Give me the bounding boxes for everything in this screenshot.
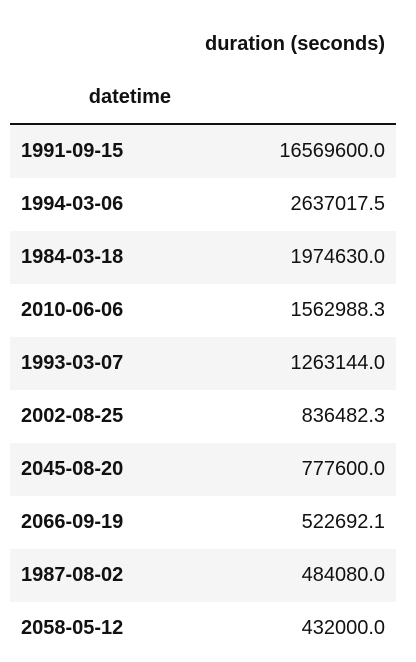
column-header-row: duration (seconds) (10, 18, 396, 71)
row-index-datetime: 1987-08-02 (10, 549, 182, 602)
table-row: 2002-08-25 836482.3 (10, 390, 396, 443)
cell-duration: 777600.0 (182, 443, 396, 496)
cell-duration: 836482.3 (182, 390, 396, 443)
blank-header-cell (182, 71, 396, 125)
index-name-header: datetime (10, 71, 182, 125)
table-row: 2010-06-06 1562988.3 (10, 284, 396, 337)
column-header-duration: duration (seconds) (204, 33, 385, 55)
table-row: 1991-09-15 16569600.0 (10, 124, 396, 178)
cell-duration: 1562988.3 (182, 284, 396, 337)
cell-duration: 1974630.0 (182, 231, 396, 284)
index-name-row: datetime (10, 71, 396, 125)
cell-duration: 432000.0 (182, 602, 396, 655)
table-row: 1987-08-02 484080.0 (10, 549, 396, 602)
table-row: 1994-03-06 2637017.5 (10, 178, 396, 231)
row-index-datetime: 1994-03-06 (10, 178, 182, 231)
blank-header-cell (10, 18, 182, 71)
table-row: 1984-03-18 1974630.0 (10, 231, 396, 284)
cell-duration: 1263144.0 (182, 337, 396, 390)
row-index-datetime: 1984-03-18 (10, 231, 182, 284)
row-index-datetime: 2066-09-19 (10, 496, 182, 549)
dataframe-table: duration (seconds) datetime 1991-09-15 1… (10, 18, 396, 655)
cell-duration: 484080.0 (182, 549, 396, 602)
table-row: 2058-05-12 432000.0 (10, 602, 396, 655)
table-row: 1993-03-07 1263144.0 (10, 337, 396, 390)
dataframe-output: duration (seconds) datetime 1991-09-15 1… (10, 18, 396, 655)
row-index-datetime: 2002-08-25 (10, 390, 182, 443)
row-index-datetime: 1993-03-07 (10, 337, 182, 390)
row-index-datetime: 2045-08-20 (10, 443, 182, 496)
cell-duration: 16569600.0 (182, 124, 396, 178)
table-row: 2066-09-19 522692.1 (10, 496, 396, 549)
cell-duration: 2637017.5 (182, 178, 396, 231)
table-row: 2045-08-20 777600.0 (10, 443, 396, 496)
cell-duration: 522692.1 (182, 496, 396, 549)
table-body: 1991-09-15 16569600.0 1994-03-06 2637017… (10, 124, 396, 655)
row-index-datetime: 1991-09-15 (10, 124, 182, 178)
row-index-datetime: 2010-06-06 (10, 284, 182, 337)
table-header: duration (seconds) datetime (10, 18, 396, 125)
row-index-datetime: 2058-05-12 (10, 602, 182, 655)
